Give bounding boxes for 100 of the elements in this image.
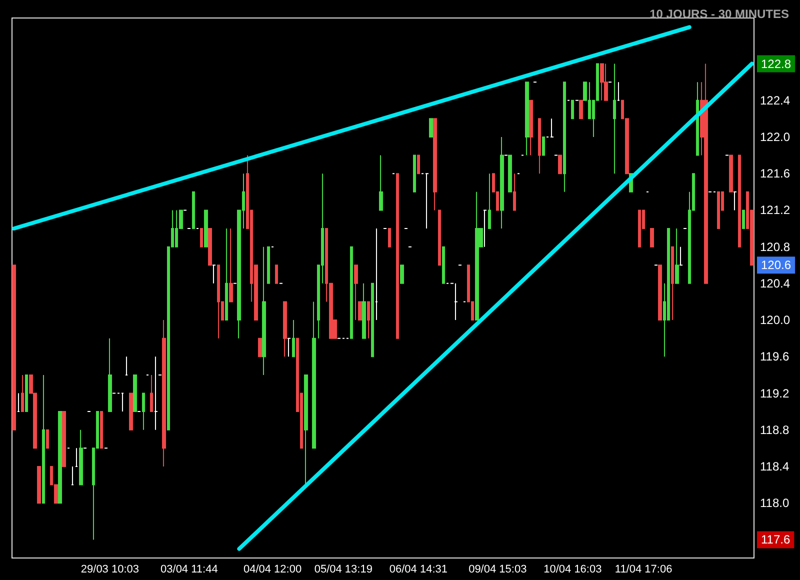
candlestick (442, 246, 445, 284)
candlestick (37, 466, 41, 504)
candlestick (438, 210, 441, 266)
y-tick-label: 119.2 (760, 386, 790, 400)
candlestick (433, 118, 437, 211)
candlestick (375, 228, 378, 321)
y-tick-label: 120.4 (760, 276, 790, 290)
candlestick (275, 264, 278, 284)
candlestick (192, 191, 195, 230)
candlestick (538, 118, 541, 174)
candlestick (58, 411, 62, 504)
candlestick (229, 228, 233, 302)
candlestick (696, 82, 699, 156)
candlestick (200, 228, 203, 248)
candlestick (212, 264, 216, 284)
candlestick (129, 392, 133, 430)
candlestick (62, 411, 66, 467)
candlestick (21, 374, 24, 412)
candlestick (133, 374, 137, 412)
candlestick (204, 210, 208, 248)
candlestick (513, 173, 516, 211)
candlestick (12, 264, 16, 430)
x-tick-label: 10/04 16:03 (544, 564, 602, 576)
candlestick (675, 228, 679, 284)
y-tick-label: 122.4 (760, 93, 790, 108)
candlestick (217, 264, 220, 339)
candlestick (208, 228, 212, 266)
candlestick (658, 264, 662, 321)
y-tick-label: 118.4 (760, 459, 790, 474)
candlestick (17, 392, 20, 412)
x-tick-label: 09/04 15:03 (468, 564, 527, 576)
y-tick-label: 118.8 (760, 422, 790, 437)
candlestick (704, 63, 708, 284)
candlestick (379, 154, 383, 211)
candlestick (225, 228, 228, 321)
candlestick (312, 301, 316, 449)
candlestick (142, 392, 145, 430)
candlestick (400, 264, 404, 284)
candlestick (71, 466, 74, 486)
candlestick (287, 338, 291, 358)
candlestick (154, 356, 158, 430)
candlestick (417, 154, 420, 174)
candlestick (650, 228, 654, 248)
candlestick (563, 82, 566, 192)
candlestick (267, 246, 270, 284)
x-tick-label: 04/04 12:00 (243, 564, 302, 576)
candlestick (79, 429, 83, 486)
candlestick (475, 191, 479, 321)
candlestick (529, 100, 533, 156)
x-tick-label: 06/04 14:31 (389, 564, 448, 576)
candlestick (396, 173, 399, 339)
annotation: 117.6 (761, 532, 790, 547)
candlestick (25, 374, 28, 412)
candlestick (100, 411, 103, 449)
candlestick (362, 282, 366, 339)
candlestick (262, 246, 266, 376)
candlestick (617, 82, 620, 101)
candlestick (638, 210, 641, 248)
candlestick (600, 63, 604, 101)
candlestick (571, 100, 574, 120)
candlestick (500, 136, 504, 230)
candlestick (125, 356, 128, 376)
annotation: 120.6 (761, 258, 792, 272)
x-tick-label: 03/04 11:44 (160, 564, 218, 576)
candlestick (671, 246, 674, 321)
candlestick (42, 374, 45, 504)
candlestick (488, 173, 491, 230)
y-tick-label: 119.6 (760, 350, 790, 364)
candlestick (46, 429, 49, 449)
candlestick (579, 100, 583, 120)
candlestick (717, 191, 720, 230)
candlestick (371, 282, 374, 358)
candlestick (558, 154, 562, 174)
candlestick (613, 63, 616, 174)
y-tick-label: 121.2 (760, 203, 790, 218)
candlestick (425, 173, 429, 230)
x-tick-label: 11/04 17:06 (614, 564, 672, 576)
candlestick (429, 118, 433, 138)
candlestick (550, 118, 554, 138)
x-tick-label: 05/04 13:19 (314, 564, 372, 576)
candlestick (483, 210, 487, 248)
candlestick (75, 448, 78, 467)
candlestick (525, 82, 529, 156)
candlestick (292, 320, 295, 358)
candlestick (162, 320, 166, 467)
candlestick (738, 154, 741, 248)
candlestick (358, 301, 362, 321)
y-tick-label: 120.8 (760, 240, 790, 254)
y-tick-label: 120.0 (760, 313, 790, 328)
candlestick (679, 246, 683, 266)
candlestick (508, 154, 512, 192)
candlestick (413, 154, 416, 192)
chart-subtitle: 10 JOURS - 30 MINUTES (650, 7, 790, 21)
annotation: 122.8 (761, 56, 792, 71)
candlestick (258, 338, 262, 358)
candlestick (150, 374, 153, 412)
x-tick-label: 29/03 10:03 (80, 564, 140, 576)
candlestick (108, 338, 112, 412)
candlestick (733, 191, 737, 211)
y-tick-label: 121.6 (760, 166, 790, 181)
